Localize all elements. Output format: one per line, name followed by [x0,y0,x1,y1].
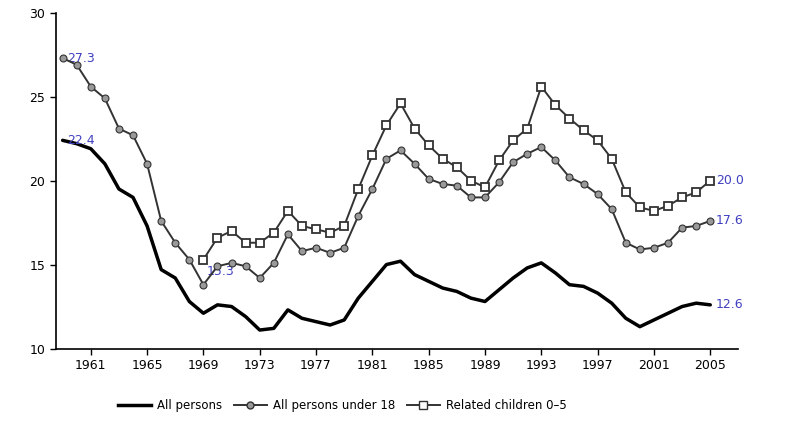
Text: 17.6: 17.6 [716,215,744,227]
Text: 22.4: 22.4 [67,134,94,147]
Text: 20.0: 20.0 [716,174,744,187]
Text: 12.6: 12.6 [716,298,743,312]
Legend: All persons, All persons under 18, Related children 0–5: All persons, All persons under 18, Relat… [114,394,572,416]
Text: 27.3: 27.3 [67,51,94,65]
Text: 15.3: 15.3 [206,264,234,278]
